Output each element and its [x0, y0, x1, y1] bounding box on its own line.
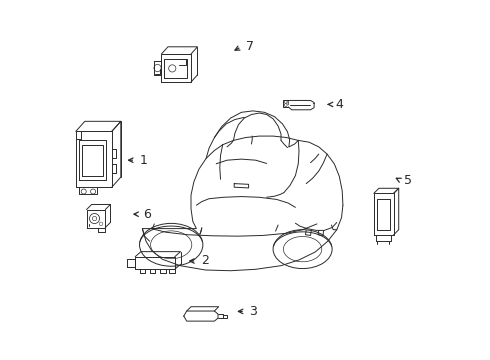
- Text: 7: 7: [245, 40, 254, 53]
- Text: 3: 3: [249, 305, 257, 318]
- Text: 5: 5: [404, 174, 412, 186]
- Text: 6: 6: [143, 208, 151, 221]
- Text: 4: 4: [336, 98, 343, 111]
- Text: 1: 1: [140, 154, 147, 167]
- Text: 2: 2: [201, 255, 209, 267]
